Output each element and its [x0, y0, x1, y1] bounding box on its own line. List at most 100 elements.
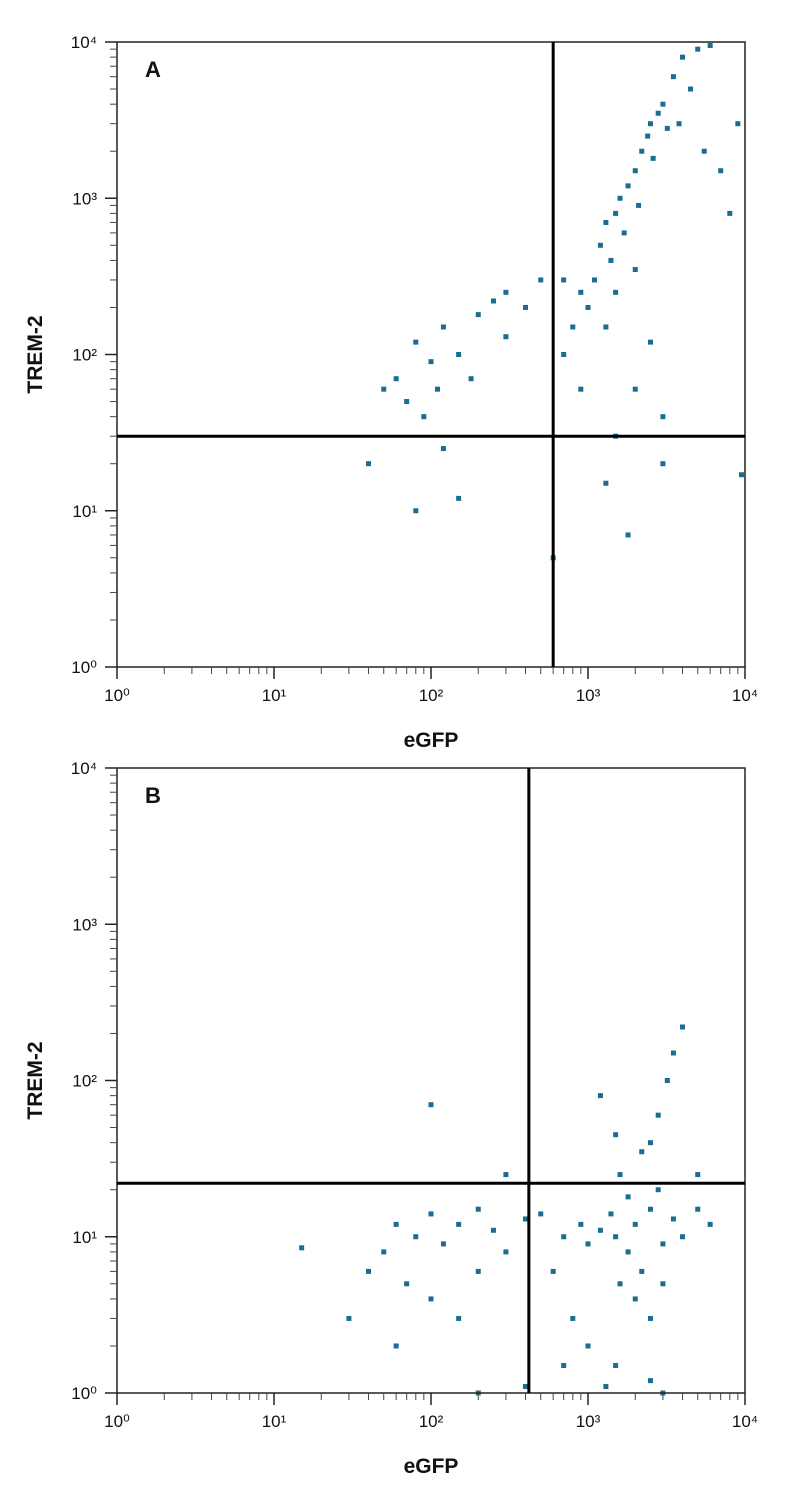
- data-point: [718, 168, 724, 174]
- data-point: [664, 1078, 670, 1083]
- data-point: [578, 386, 584, 392]
- data-point: [664, 125, 670, 131]
- y-axis-title: TREM-2: [24, 1041, 47, 1119]
- data-point: [632, 1296, 638, 1302]
- data-point: [428, 1211, 434, 1217]
- data-point: [608, 257, 614, 263]
- data-point: [597, 1093, 603, 1099]
- data-point: [670, 74, 676, 80]
- data-point: [468, 376, 474, 382]
- data-point: [613, 210, 619, 216]
- data-point: [647, 339, 653, 345]
- data-point: [475, 1206, 481, 1212]
- data-point: [597, 242, 603, 248]
- data-point: [523, 1216, 529, 1222]
- data-point: [393, 1221, 399, 1227]
- data-point: [739, 472, 745, 478]
- data-point: [428, 1102, 434, 1108]
- x-tick-label: 10⁰: [104, 686, 130, 705]
- data-point: [434, 386, 440, 392]
- y-tick-label: 10⁰: [71, 1384, 97, 1403]
- data-point: [613, 289, 619, 295]
- data-point: [603, 480, 609, 486]
- data-point: [636, 202, 642, 208]
- data-point: [503, 289, 509, 295]
- data-point: [632, 386, 638, 392]
- data-point: [440, 324, 446, 330]
- data-point: [597, 1227, 603, 1233]
- data-point: [660, 414, 666, 420]
- data-point: [680, 54, 686, 60]
- data-point: [695, 1206, 701, 1212]
- data-point: [688, 86, 694, 92]
- data-point: [570, 324, 576, 330]
- data-point: [632, 1221, 638, 1227]
- data-point: [621, 230, 627, 236]
- data-point: [613, 1362, 619, 1368]
- data-point: [440, 446, 446, 452]
- data-point: [680, 1234, 686, 1240]
- data-point: [366, 1268, 372, 1274]
- data-point: [381, 386, 387, 392]
- data-point: [647, 1378, 653, 1384]
- data-point: [617, 1281, 623, 1287]
- data-point: [603, 219, 609, 225]
- data-point: [625, 1194, 631, 1200]
- data-point: [503, 1249, 509, 1255]
- data-point: [639, 1268, 645, 1274]
- y-axis-title: TREM-2: [24, 315, 47, 393]
- data-point: [680, 1024, 686, 1030]
- y-tick-label: 10²: [72, 346, 97, 365]
- x-tick-label: 10⁴: [732, 686, 758, 705]
- data-point: [617, 195, 623, 201]
- data-point: [561, 352, 567, 357]
- data-point: [639, 1149, 645, 1155]
- panel-label: A: [145, 57, 161, 82]
- y-tick-label: 10⁰: [71, 658, 97, 677]
- data-point: [632, 266, 638, 272]
- data-point: [603, 324, 609, 330]
- data-point: [404, 399, 410, 405]
- data-point: [603, 1384, 609, 1390]
- data-point: [413, 339, 419, 345]
- data-point: [670, 1050, 676, 1056]
- data-point: [591, 277, 597, 283]
- data-point: [456, 495, 462, 501]
- data-point: [660, 1281, 666, 1287]
- data-point: [660, 1241, 666, 1247]
- data-point: [585, 1343, 591, 1349]
- plot-frame: [116, 41, 746, 668]
- data-point: [456, 1315, 462, 1321]
- data-point: [475, 1268, 481, 1274]
- data-point: [707, 42, 713, 48]
- data-point: [503, 334, 509, 340]
- data-point: [538, 277, 544, 283]
- x-tick-label: 10¹: [262, 1412, 287, 1431]
- data-point: [404, 1281, 410, 1287]
- data-point: [421, 414, 427, 420]
- data-point: [613, 1234, 619, 1240]
- data-point: [381, 1249, 387, 1255]
- data-point: [523, 304, 529, 310]
- x-axis-title: eGFP: [404, 729, 459, 752]
- data-point: [428, 359, 434, 365]
- data-point: [676, 121, 682, 127]
- data-point: [413, 508, 419, 514]
- x-tick-label: 10⁴: [732, 1412, 758, 1431]
- data-point: [366, 461, 372, 467]
- data-point: [428, 1296, 434, 1302]
- data-point: [578, 1221, 584, 1227]
- data-point: [613, 1132, 619, 1138]
- data-point: [617, 1172, 623, 1178]
- y-tick-label: 10²: [72, 1072, 97, 1091]
- data-point: [346, 1315, 352, 1321]
- data-point: [625, 183, 631, 189]
- data-point: [707, 1221, 713, 1227]
- data-point: [655, 1112, 661, 1118]
- data-point: [393, 376, 399, 382]
- data-point: [639, 148, 645, 154]
- y-tick-label: 10⁴: [71, 33, 97, 52]
- data-point: [695, 46, 701, 52]
- x-tick-label: 10³: [576, 686, 601, 705]
- data-point: [670, 1216, 676, 1222]
